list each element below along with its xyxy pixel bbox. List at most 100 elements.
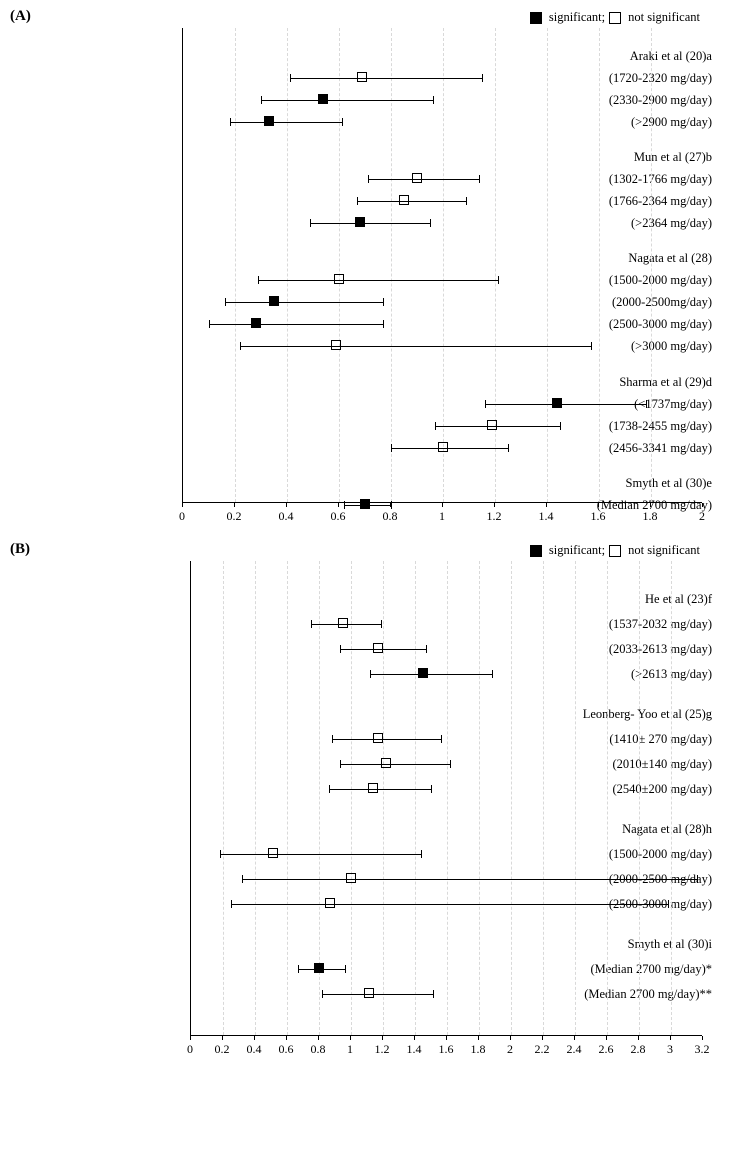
x-tick xyxy=(414,1036,415,1040)
gridline xyxy=(443,28,444,502)
error-cap-hi xyxy=(381,620,382,628)
marker-significant xyxy=(360,499,370,509)
error-cap-lo xyxy=(332,735,333,743)
error-cap-lo xyxy=(485,400,486,408)
error-cap-hi xyxy=(342,118,343,126)
x-tick xyxy=(286,503,287,507)
error-cap-hi xyxy=(345,965,346,973)
gridline xyxy=(495,28,496,502)
x-tick xyxy=(702,1036,703,1040)
x-tick-label: 0.2 xyxy=(227,509,242,524)
forest-plot-B: 00.20.40.60.811.21.41.61.822.22.42.62.83… xyxy=(12,543,712,1048)
marker-not-significant xyxy=(364,988,374,998)
marker-not-significant xyxy=(412,173,422,183)
x-tick-label: 0.2 xyxy=(215,1042,230,1057)
error-cap-hi xyxy=(433,96,434,104)
error-bar xyxy=(242,879,696,880)
x-tick-label: 1.2 xyxy=(375,1042,390,1057)
gridlines xyxy=(191,561,702,1035)
x-tick xyxy=(182,503,183,507)
marker-significant xyxy=(314,963,324,973)
marker-not-significant xyxy=(338,618,348,628)
error-bar xyxy=(391,448,508,449)
error-cap-hi xyxy=(492,670,493,678)
error-cap-lo xyxy=(340,760,341,768)
marker-not-significant xyxy=(373,643,383,653)
x-tick-label: 2.8 xyxy=(631,1042,646,1057)
plot-area xyxy=(182,28,702,503)
gridline xyxy=(651,28,652,502)
error-cap-hi xyxy=(498,276,499,284)
marker-significant xyxy=(418,668,428,678)
error-bar xyxy=(332,739,441,740)
panel-B: (B) significant; not significant 00.20.4… xyxy=(12,543,724,1048)
x-tick xyxy=(350,1036,351,1040)
error-cap-hi xyxy=(697,875,698,883)
x-tick-label: 0.6 xyxy=(279,1042,294,1057)
error-cap-hi xyxy=(450,760,451,768)
x-tick xyxy=(478,1036,479,1040)
gridline xyxy=(607,561,608,1035)
x-tick-label: 3 xyxy=(667,1042,673,1057)
marker-not-significant xyxy=(334,274,344,284)
x-tick xyxy=(574,1036,575,1040)
error-bar xyxy=(220,854,422,855)
x-tick xyxy=(446,1036,447,1040)
gridline xyxy=(415,561,416,1035)
error-cap-hi xyxy=(441,735,442,743)
error-cap-hi xyxy=(479,175,480,183)
x-tick-label: 2.6 xyxy=(599,1042,614,1057)
gridline xyxy=(287,561,288,1035)
x-tick xyxy=(190,1036,191,1040)
x-tick-label: 0.8 xyxy=(383,509,398,524)
error-cap-lo xyxy=(231,900,232,908)
x-tick xyxy=(222,1036,223,1040)
error-cap-hi xyxy=(668,900,669,908)
x-tick xyxy=(338,503,339,507)
error-cap-hi xyxy=(421,850,422,858)
x-tick-label: 1.6 xyxy=(439,1042,454,1057)
error-cap-hi xyxy=(560,422,561,430)
gridline xyxy=(639,561,640,1035)
x-tick-label: 2.4 xyxy=(567,1042,582,1057)
x-tick-label: 2.2 xyxy=(535,1042,550,1057)
marker-not-significant xyxy=(268,848,278,858)
x-tick-label: 0.6 xyxy=(331,509,346,524)
x-tick-label: 1.4 xyxy=(407,1042,422,1057)
marker-not-significant xyxy=(346,873,356,883)
error-cap-lo xyxy=(368,175,369,183)
x-tick xyxy=(286,1036,287,1040)
x-tick xyxy=(670,1036,671,1040)
error-bar xyxy=(230,122,342,123)
x-tick xyxy=(254,1036,255,1040)
error-bar xyxy=(258,280,497,281)
x-tick xyxy=(442,503,443,507)
x-tick xyxy=(318,1036,319,1040)
error-cap-hi xyxy=(383,298,384,306)
error-cap-hi xyxy=(391,501,392,509)
error-bar xyxy=(368,179,480,180)
error-cap-lo xyxy=(220,850,221,858)
marker-not-significant xyxy=(368,783,378,793)
marker-not-significant xyxy=(325,898,335,908)
x-tick xyxy=(510,1036,511,1040)
marker-not-significant xyxy=(381,758,391,768)
x-tick xyxy=(234,503,235,507)
x-tick-label: 1.8 xyxy=(471,1042,486,1057)
x-tick xyxy=(606,1036,607,1040)
error-bar xyxy=(370,674,492,675)
error-cap-lo xyxy=(340,645,341,653)
x-tick-label: 0 xyxy=(187,1042,193,1057)
marker-not-significant xyxy=(399,195,409,205)
gridline xyxy=(599,28,600,502)
error-cap-hi xyxy=(383,320,384,328)
gridline xyxy=(575,561,576,1035)
marker-significant xyxy=(264,116,274,126)
marker-not-significant xyxy=(487,420,497,430)
error-cap-lo xyxy=(290,74,291,82)
error-cap-lo xyxy=(225,298,226,306)
error-bar xyxy=(225,302,384,303)
gridline xyxy=(235,28,236,502)
error-cap-lo xyxy=(258,276,259,284)
x-tick-label: 3.2 xyxy=(695,1042,710,1057)
